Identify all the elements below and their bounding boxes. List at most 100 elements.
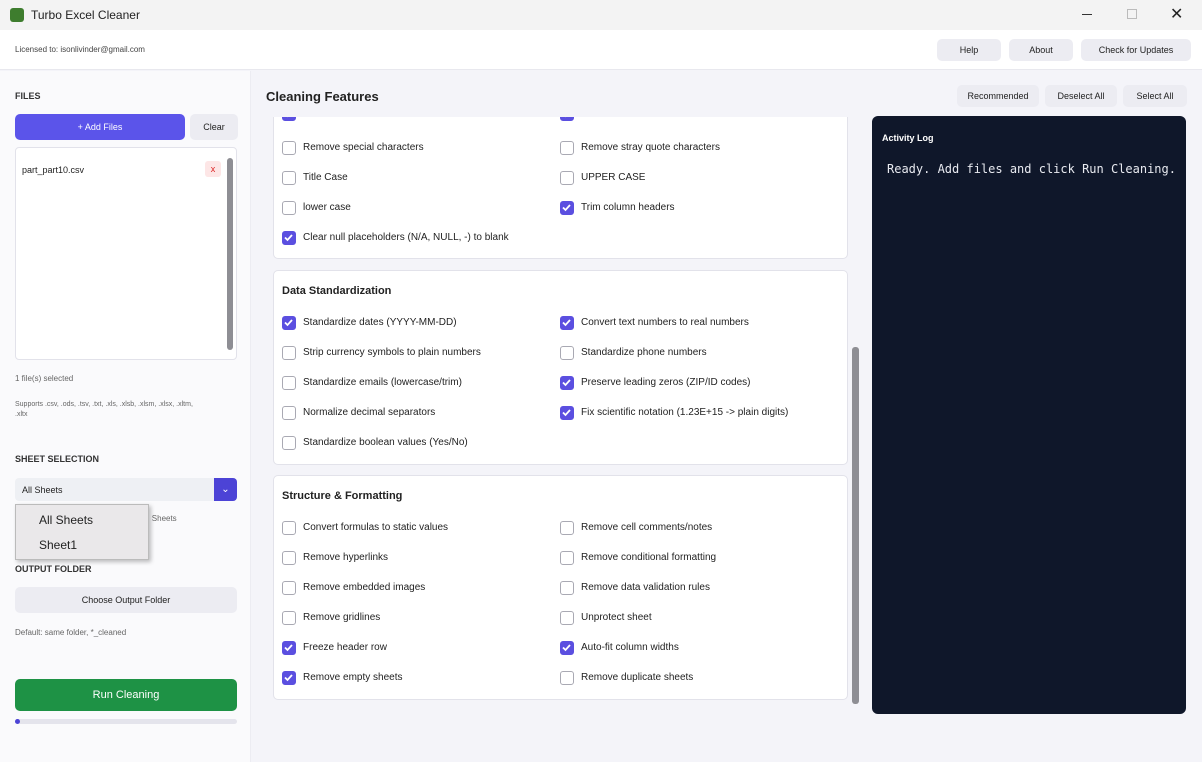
about-button[interactable]: About xyxy=(1009,39,1073,61)
sheet-hint: ll Sheets xyxy=(146,514,177,523)
select-all-button[interactable]: Select All xyxy=(1123,85,1187,107)
checkbox[interactable] xyxy=(560,117,574,121)
option-label[interactable]: Remove conditional formatting xyxy=(581,552,717,563)
option-label[interactable]: Unprotect sheet xyxy=(581,612,652,623)
license: Licensed to: isonlivinder@gmail.com xyxy=(15,45,145,54)
checkbox[interactable] xyxy=(560,376,574,390)
option-label[interactable]: Preserve leading zeros (ZIP/ID codes) xyxy=(581,377,751,388)
option-label[interactable]: Remove gridlines xyxy=(303,612,381,623)
dropdown-option[interactable]: All Sheets xyxy=(39,513,94,527)
checkbox[interactable] xyxy=(560,611,574,625)
option-label[interactable]: Remove duplicate sheets xyxy=(581,672,694,683)
option-label[interactable]: Remove embedded images xyxy=(303,582,426,593)
checkbox[interactable] xyxy=(282,316,296,330)
sheet-heading: SHEET SELECTION xyxy=(15,454,100,464)
clear-button[interactable]: Clear xyxy=(190,114,238,140)
option-label[interactable]: Freeze header row xyxy=(303,642,387,653)
checkbox[interactable] xyxy=(282,171,296,185)
checkbox[interactable] xyxy=(560,346,574,360)
option-label[interactable]: Normalize decimal separators xyxy=(303,407,436,418)
option-label[interactable]: Trim column headers xyxy=(581,202,675,213)
option-label[interactable]: Remove stray quote characters xyxy=(581,142,720,153)
option-label[interactable]: Convert text numbers to real numbers xyxy=(581,317,749,328)
selected-count: 1 file(s) selected xyxy=(15,374,74,383)
supports: Supports .csv, .ods, .tsv, .txt, .xls, .… xyxy=(15,401,193,418)
checkbox[interactable] xyxy=(282,436,296,450)
checkbox[interactable] xyxy=(560,551,574,565)
checkbox[interactable] xyxy=(282,551,296,565)
features-scroll: Remove special characters Remove stray qu… xyxy=(262,117,852,705)
window-title: Turbo Excel Cleaner xyxy=(31,8,140,22)
option-label[interactable]: Convert formulas to static values xyxy=(303,522,449,533)
scrollbar xyxy=(852,347,859,704)
sheet-dropdown: All Sheets Sheet1 xyxy=(15,504,149,560)
option-label[interactable]: Standardize dates (YYYY-MM-DD) xyxy=(303,317,457,328)
help-button[interactable]: Help xyxy=(937,39,1001,61)
deselect-all-button[interactable]: Deselect All xyxy=(1045,85,1117,107)
checkbox[interactable] xyxy=(282,117,296,121)
section xyxy=(273,117,848,259)
option-label[interactable]: Remove hyperlinks xyxy=(303,552,389,563)
checkbox[interactable] xyxy=(282,141,296,155)
dropdown-arrow[interactable]: ⌄ xyxy=(214,478,237,501)
checkbox[interactable] xyxy=(282,671,296,685)
sidebar: FILES + Add Files Clear part_part10.csv … xyxy=(0,71,251,762)
checkbox[interactable] xyxy=(560,171,574,185)
file-name: part_part10.csv xyxy=(22,165,85,175)
dropdown-option[interactable]: Sheet1 xyxy=(39,538,78,552)
option-label[interactable]: Title Case xyxy=(303,172,348,183)
option-label[interactable]: Strip currency symbols to plain numbers xyxy=(303,347,481,358)
checkbox[interactable] xyxy=(282,641,296,655)
option-label[interactable]: Auto-fit column widths xyxy=(581,642,679,653)
scrollbar xyxy=(227,158,233,350)
option-label[interactable]: Remove cell comments/notes xyxy=(581,522,713,533)
maximize[interactable] xyxy=(1127,9,1137,19)
checkbox[interactable] xyxy=(282,376,296,390)
title-bar: Turbo Excel Cleaner ✕ xyxy=(0,0,1202,30)
option-label[interactable]: Fix scientific notation (1.23E+15 -> pla… xyxy=(581,407,789,418)
checkbox[interactable] xyxy=(560,201,574,215)
option-label[interactable]: Standardize emails (lowercase/trim) xyxy=(303,377,462,388)
section-title: Structure & Formatting xyxy=(282,490,403,502)
section xyxy=(273,270,848,465)
checkbox[interactable] xyxy=(282,406,296,420)
checkbox[interactable] xyxy=(282,201,296,215)
checkbox[interactable] xyxy=(560,141,574,155)
main-title: Cleaning Features xyxy=(266,89,379,104)
sheet-select[interactable]: All Sheets ⌄ xyxy=(15,478,237,501)
remove-file[interactable]: x xyxy=(205,161,221,177)
option-label[interactable]: UPPER CASE xyxy=(581,172,646,183)
close[interactable]: ✕ xyxy=(1170,6,1184,23)
output-heading: OUTPUT FOLDER xyxy=(15,564,92,574)
option-label[interactable]: Remove special characters xyxy=(303,142,424,153)
checkbox[interactable] xyxy=(282,346,296,360)
minimize[interactable] xyxy=(1082,14,1092,15)
checkbox[interactable] xyxy=(560,641,574,655)
checkbox[interactable] xyxy=(560,671,574,685)
add-files-button[interactable]: + Add Files xyxy=(15,114,185,140)
option-label[interactable]: Remove empty sheets xyxy=(303,672,403,683)
option-label[interactable]: Standardize phone numbers xyxy=(581,347,707,358)
checkbox[interactable] xyxy=(560,406,574,420)
checkbox[interactable] xyxy=(282,231,296,245)
checkbox[interactable] xyxy=(282,521,296,535)
run-button[interactable]: Run Cleaning xyxy=(15,679,237,711)
option-label[interactable]: Remove data validation rules xyxy=(581,582,710,593)
option-label[interactable]: Standardize boolean values (Yes/No) xyxy=(303,437,468,448)
choose-output-button[interactable]: Choose Output Folder xyxy=(15,587,237,613)
activity-log: Activity Log Ready. Add files and click … xyxy=(872,116,1186,714)
recommended-button[interactable]: Recommended xyxy=(957,85,1039,107)
checkbox[interactable] xyxy=(282,611,296,625)
output-default: Default: same folder, *_cleaned xyxy=(15,628,127,637)
app-icon xyxy=(10,8,24,22)
option-label[interactable]: Clear null placeholders (N/A, NULL, -) t… xyxy=(303,232,509,243)
checkbox[interactable] xyxy=(560,521,574,535)
checkbox[interactable] xyxy=(560,316,574,330)
option-label[interactable]: lower case xyxy=(303,202,351,213)
checkbox[interactable] xyxy=(282,581,296,595)
checkbox[interactable] xyxy=(560,581,574,595)
progress-bar xyxy=(15,719,237,724)
updates-button[interactable]: Check for Updates xyxy=(1081,39,1191,61)
log-title: Activity Log xyxy=(882,133,934,143)
